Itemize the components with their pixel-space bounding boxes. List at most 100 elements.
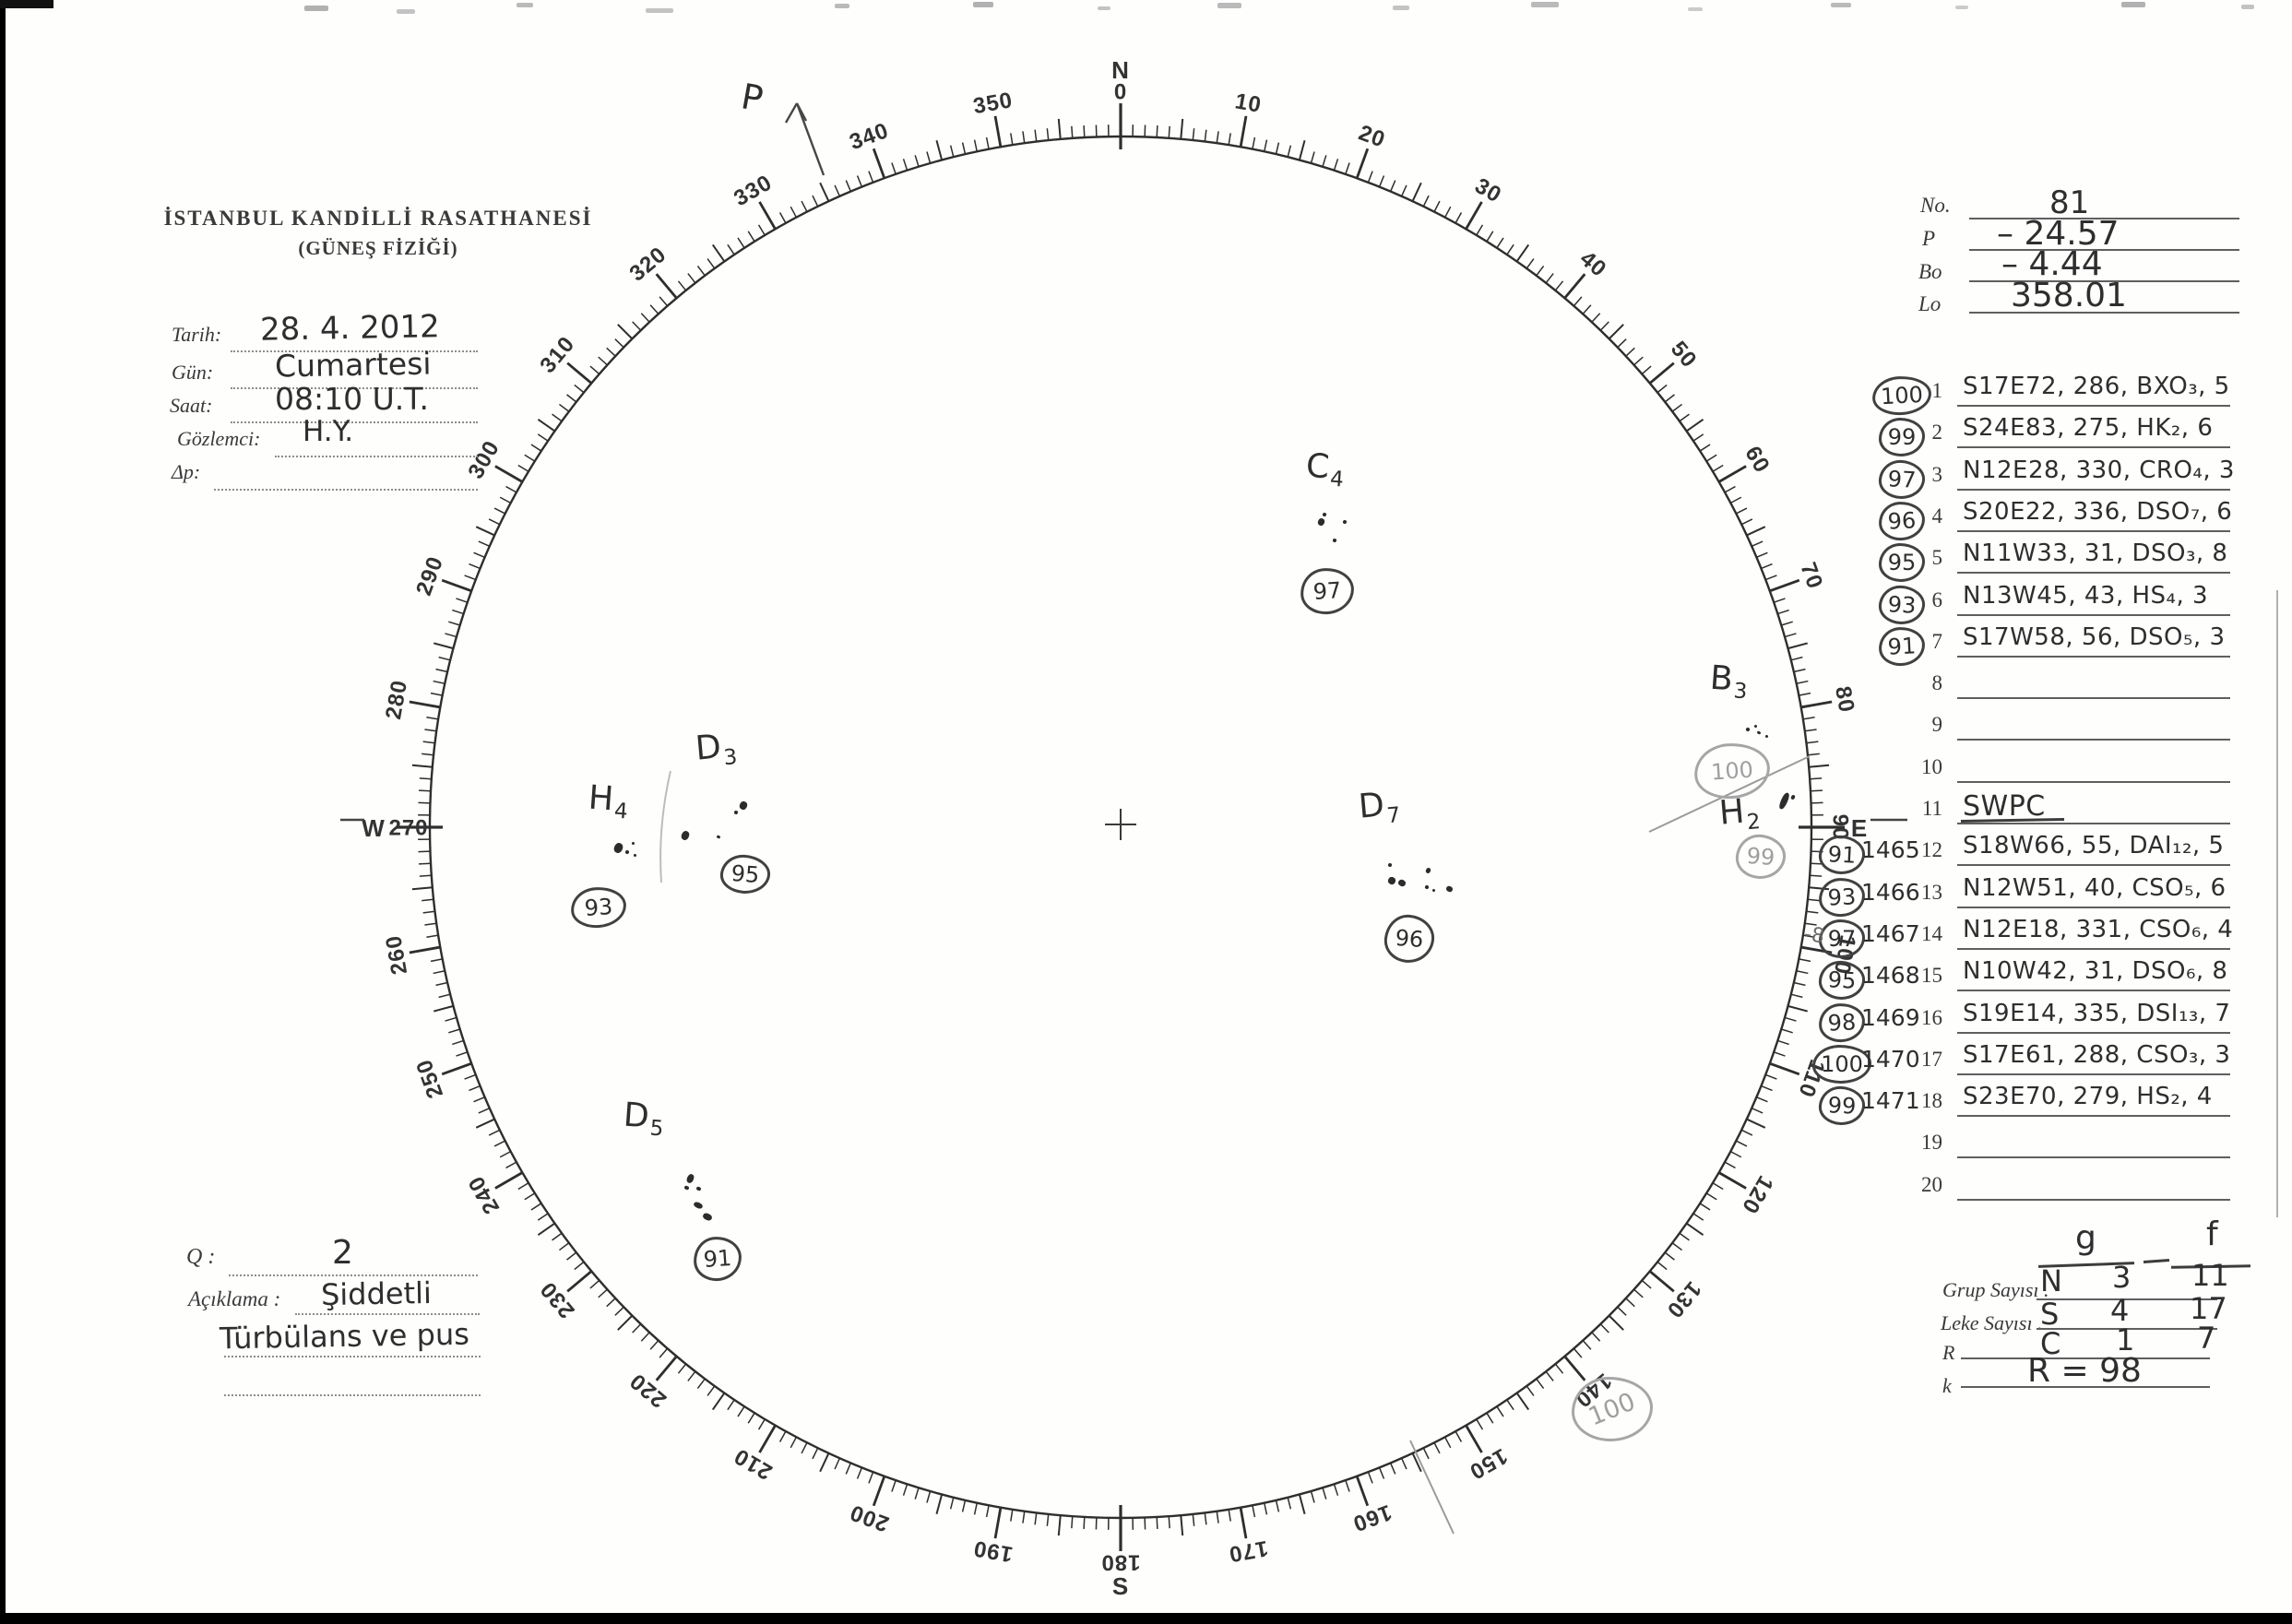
sunspot-d3-1 — [738, 800, 749, 811]
dial-tick — [1648, 362, 1675, 385]
dial-tick — [1506, 1399, 1514, 1411]
dial-tick — [1657, 1261, 1668, 1271]
ephemeris-label-bo: Bo — [1918, 260, 1942, 283]
dial-tick — [711, 1392, 726, 1411]
row-circled-value-14: 97 — [1819, 919, 1865, 958]
field-rule-saat — [231, 421, 478, 423]
row-entry-text-1: S17E72, 286, BXO₃, 5 — [1963, 373, 2230, 400]
dial-tick — [1810, 874, 1823, 877]
dial-cardinal-south: S — [1112, 1572, 1129, 1600]
dial-tick — [707, 1385, 716, 1396]
dial-tick — [640, 313, 650, 323]
dial-tick — [1071, 125, 1074, 138]
row-number-8: 8 — [1931, 671, 1943, 695]
dial-tick — [1400, 184, 1407, 197]
dial-tick — [1641, 365, 1652, 375]
group-class-letter: D — [1357, 786, 1386, 826]
sunspot-d5-1 — [683, 1185, 690, 1191]
dial-tick — [1455, 1430, 1463, 1442]
dial-tick — [1192, 128, 1195, 141]
sunspot-h4-0 — [612, 841, 624, 854]
summary-rule-grup — [2037, 1298, 2217, 1300]
sunspot-c4-1 — [1316, 516, 1325, 528]
scan-noise — [1688, 7, 1703, 11]
row-rule-6 — [1957, 613, 2230, 616]
row-number-20: 20 — [1921, 1172, 1942, 1196]
dial-tick — [424, 729, 437, 732]
dial-tick — [1685, 418, 1704, 433]
row-number-14: 14 — [1921, 921, 1942, 945]
dial-tick — [424, 922, 437, 926]
dial-degree-label-0: 0 — [1114, 80, 1127, 105]
dial-tick — [1239, 1507, 1248, 1539]
dial-tick — [1573, 1347, 1583, 1358]
dial-tick — [1773, 1051, 1786, 1057]
dial-tick — [478, 540, 491, 548]
dial-tick — [1022, 131, 1026, 144]
row-entry-text-18: S23E70, 279, HS₂, 4 — [1963, 1083, 2213, 1111]
row-entry-text-7: S17W58, 56, DSO₅, 3 — [1963, 622, 2226, 651]
dial-tick — [566, 1251, 577, 1261]
dial-tick — [433, 642, 454, 650]
dial-tick — [1784, 1016, 1797, 1022]
group-quality-circle-b3: 100 — [1692, 741, 1772, 801]
sunspot-d3-2 — [733, 810, 739, 815]
dial-tick — [1769, 1061, 1800, 1076]
dial-degree-label-90: 90 — [1828, 814, 1853, 841]
scan-noise — [517, 3, 533, 7]
dial-tick — [1367, 1471, 1373, 1484]
sunspot-d7-2 — [1396, 878, 1407, 887]
dial-tick — [1526, 258, 1535, 269]
dial-tick — [1455, 212, 1463, 224]
row-number-13: 13 — [1921, 880, 1942, 904]
dial-tick — [696, 1378, 706, 1390]
dial-tick — [834, 184, 841, 197]
sunspot-group-label-h2: H2 — [1717, 791, 1761, 836]
dial-tick — [589, 1279, 600, 1289]
dial-tick — [1298, 140, 1306, 160]
dial-tick — [845, 1463, 852, 1475]
dial-tick — [1657, 384, 1668, 394]
row-rule-16 — [1957, 1031, 2230, 1034]
dial-tick — [659, 296, 669, 307]
dial-tick — [598, 356, 608, 366]
dial-tick — [1699, 1203, 1711, 1211]
row-entry-text-2: S24E83, 275, HK₂, 6 — [1963, 414, 2214, 443]
dial-tick — [1378, 175, 1385, 187]
row-entry-text-5: N11W33, 31, DSO₃, 8 — [1963, 539, 2228, 568]
scan-edge-bottom — [0, 1613, 2292, 1624]
dial-tick — [452, 609, 464, 615]
dial-degree-label-80: 80 — [1830, 684, 1859, 715]
dial-tick — [677, 280, 687, 291]
q-value: 2 — [332, 1234, 353, 1272]
sunspot-d3-3 — [716, 834, 721, 839]
dial-tick — [687, 1370, 696, 1381]
dial-tick — [1664, 1251, 1675, 1261]
dial-tick — [598, 1288, 608, 1298]
dial-tick — [1554, 1363, 1564, 1374]
dial-tick — [422, 898, 434, 902]
scan-edge-right-line — [2276, 590, 2278, 1217]
dial-tick — [1156, 125, 1158, 138]
row-number-16: 16 — [1921, 1005, 1942, 1029]
dial-tick — [1216, 1511, 1219, 1523]
dial-tick — [1443, 1436, 1452, 1449]
dial-tick — [433, 969, 445, 975]
p-angle-arrow-head — [795, 102, 808, 122]
dial-tick — [1422, 195, 1430, 207]
dial-tick — [961, 1500, 967, 1512]
dial-tick — [488, 518, 501, 526]
dial-tick — [1648, 1270, 1675, 1293]
dial-tick — [868, 171, 874, 184]
dial-tick — [747, 231, 755, 243]
group-quality-circle-d3: 95 — [718, 853, 772, 895]
dial-tick — [1617, 1306, 1627, 1316]
aciklama-rule1 — [295, 1313, 480, 1315]
dial-tick — [422, 753, 434, 756]
dial-tick — [1692, 1213, 1704, 1221]
dial-cardinal-east: E — [1851, 814, 1868, 842]
ephemeris-value-no: 81 — [2049, 184, 2090, 221]
dial-tick — [1793, 981, 1806, 987]
dial-tick — [517, 1182, 529, 1191]
field-label-gun: Gün: — [172, 361, 214, 384]
